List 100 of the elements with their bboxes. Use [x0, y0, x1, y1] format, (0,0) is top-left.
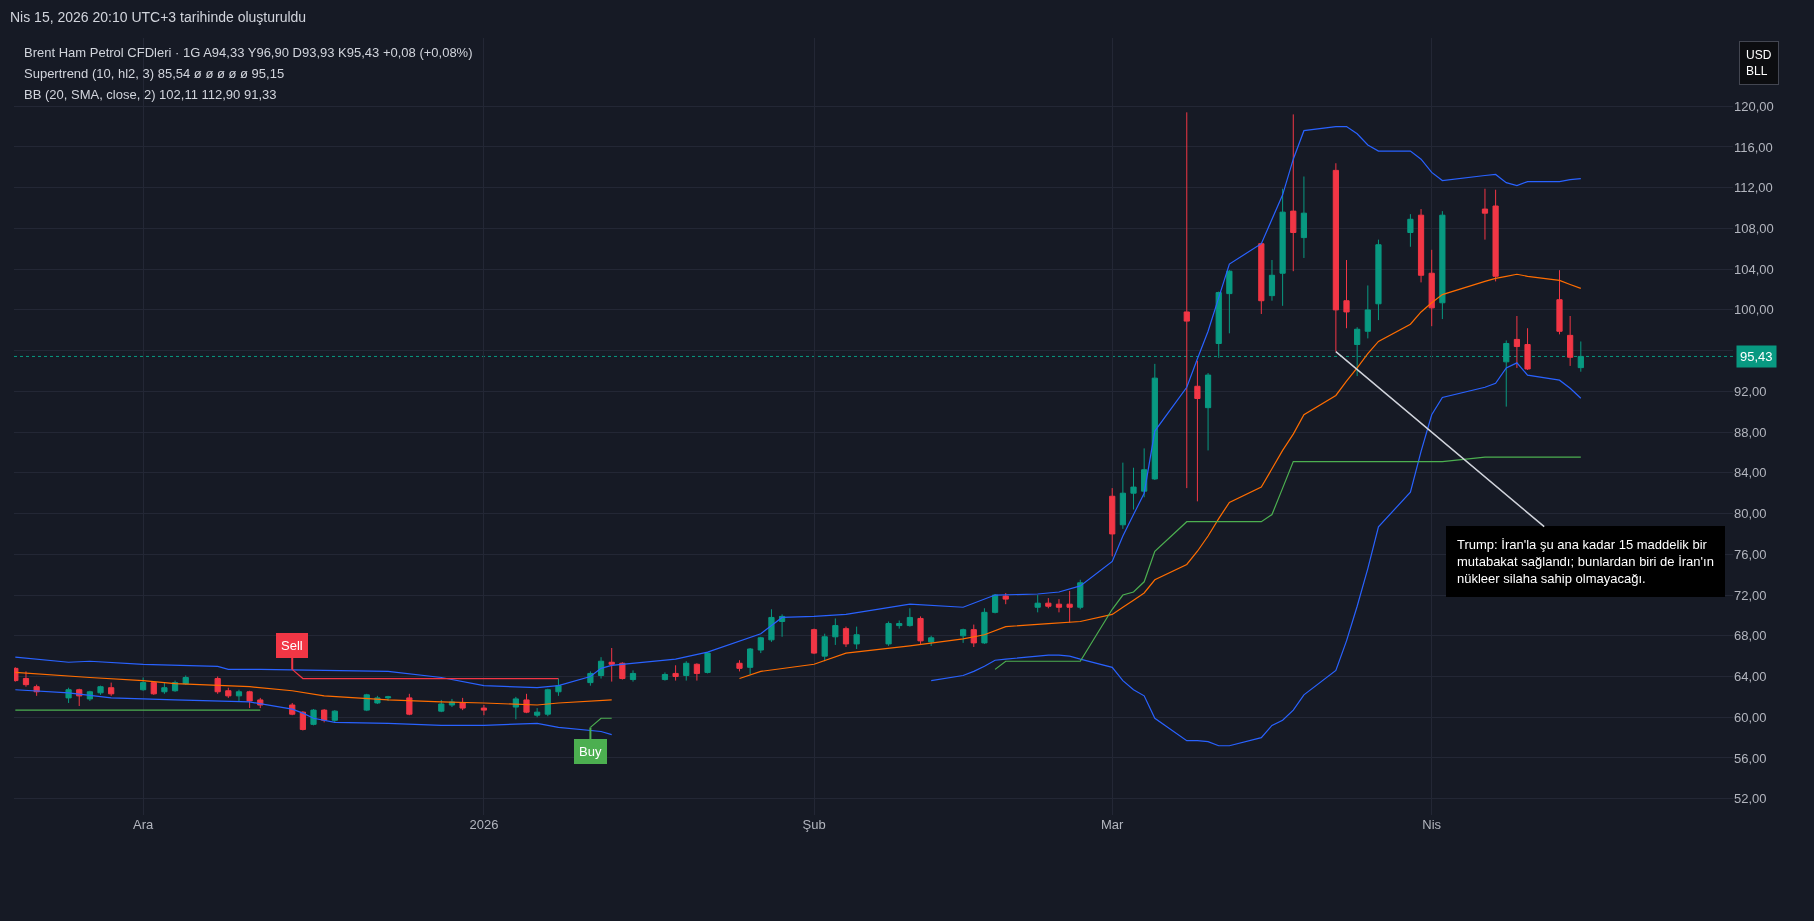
chart-title: Nis 15, 2026 20:10 UTC+3 tarihinde oluşturuldu [10, 8, 307, 25]
y-tick-label: 92,00 [1734, 383, 1767, 399]
candlestick [768, 608, 775, 643]
y-tick-label: 80,00 [1734, 506, 1767, 522]
candlestick [736, 659, 743, 672]
candlestick [1034, 594, 1041, 613]
y-tick-label: 64,00 [1734, 669, 1767, 685]
x-tick-label: 2026 [469, 817, 499, 832]
candlestick [150, 681, 157, 696]
candlestick [810, 628, 818, 655]
candlestick [1428, 249, 1435, 327]
candlestick [406, 693, 413, 716]
y-tick-label: 88,00 [1734, 424, 1767, 440]
candlestick [747, 647, 754, 675]
candlestick [1300, 176, 1308, 259]
candlestick [384, 695, 392, 702]
candlestick [928, 635, 935, 647]
candlestick [885, 621, 892, 647]
annotation: Brent Ham Petrol CFDleri · 1G A94,33 Y96,90 D93,93 K95,43 +0,08 (+0,08%) [24, 45, 473, 60]
candlestick [842, 626, 850, 648]
candlestick [1258, 242, 1265, 315]
candlestick [853, 626, 860, 650]
y-tick-label: 84,00 [1734, 465, 1767, 481]
candlestick [821, 633, 828, 662]
candlestick [629, 669, 637, 683]
candlestick [1045, 597, 1052, 609]
candlestick [438, 699, 445, 713]
candlestick [896, 620, 903, 630]
candlestick [22, 670, 30, 688]
candlestick [981, 607, 988, 645]
candlestick [704, 651, 711, 674]
candlestick [97, 685, 104, 696]
candlestick [906, 607, 913, 628]
y-tick-label: 68,00 [1734, 628, 1767, 644]
candlestick [14, 666, 19, 683]
candlestick [1567, 315, 1574, 367]
candlestick [108, 682, 115, 697]
candlestick [140, 677, 147, 692]
y-tick-label: 120,00 [1734, 98, 1774, 114]
candlestick [1066, 590, 1073, 624]
candlestick [757, 636, 764, 654]
x-tick-label: Ara [133, 817, 154, 832]
y-tick-label: 52,00 [1734, 791, 1767, 807]
candlestick [321, 708, 328, 723]
candlestick [1151, 363, 1158, 481]
y-tick-label: 60,00 [1734, 709, 1767, 725]
candlestick [1439, 210, 1446, 320]
candlestick [1513, 315, 1521, 369]
y-tick-label: 76,00 [1734, 546, 1767, 562]
candlestick [225, 687, 232, 699]
candlestick [246, 690, 253, 709]
candlestick [672, 664, 679, 682]
candlestick [960, 628, 967, 644]
candlestick [1226, 269, 1233, 334]
candlestick [331, 709, 338, 723]
ref-line-label: 95,43 [1740, 349, 1773, 364]
candlestick [1343, 259, 1350, 329]
candlestick [1556, 269, 1563, 335]
candlestick [1194, 360, 1201, 502]
candlestick [1417, 208, 1425, 283]
candlestick [1481, 188, 1489, 241]
candlestick [1002, 592, 1009, 605]
candlestick [459, 697, 466, 711]
y-tick-label: 108,00 [1734, 220, 1774, 236]
candlestick [1119, 462, 1126, 530]
candlestick [544, 688, 551, 717]
candlestick [235, 689, 243, 703]
candlestick [555, 678, 562, 697]
candlestick [619, 661, 626, 681]
candlestick [832, 617, 839, 646]
candlestick [1290, 113, 1297, 272]
annotation: Trump: İran'la şu ana kadar 15 maddelik bir mutabakat sağlandı; bunlardan biri de İran'ın nükleer silaha sahip olmayacağı. [1457, 537, 1714, 586]
y-tick-label: 100,00 [1734, 302, 1774, 318]
candlestick [970, 624, 977, 648]
x-tick-label: Mar [1101, 817, 1125, 832]
annotation: Sell [281, 638, 303, 653]
candlestick [1268, 259, 1276, 302]
candlestick [534, 707, 541, 718]
candlestick [917, 615, 924, 645]
candlestick [1077, 579, 1084, 610]
candlestick [161, 682, 168, 695]
candlestick [1364, 284, 1371, 339]
candlestick [1279, 188, 1286, 307]
candlestick [1130, 467, 1137, 510]
candlestick [1332, 162, 1339, 353]
candlestick [597, 656, 605, 680]
candlestick [1055, 598, 1063, 613]
annotation: Supertrend (10, hl2, 3) 85,54 ø ø ø ø ø 95,15 [24, 66, 285, 81]
candlestick [1407, 213, 1414, 248]
x-tick-label: Şub [802, 817, 826, 832]
annotation: Buy [579, 744, 602, 759]
candlestick [1109, 487, 1116, 557]
candlestick [1524, 327, 1531, 371]
y-axis-title: USD BLL [1746, 48, 1772, 78]
candlestick [363, 693, 370, 712]
y-tick-label: 104,00 [1734, 261, 1774, 277]
y-tick-label: 56,00 [1734, 750, 1767, 766]
candlestick [1183, 111, 1190, 489]
candlestick [310, 708, 317, 726]
candlestick [693, 662, 701, 682]
